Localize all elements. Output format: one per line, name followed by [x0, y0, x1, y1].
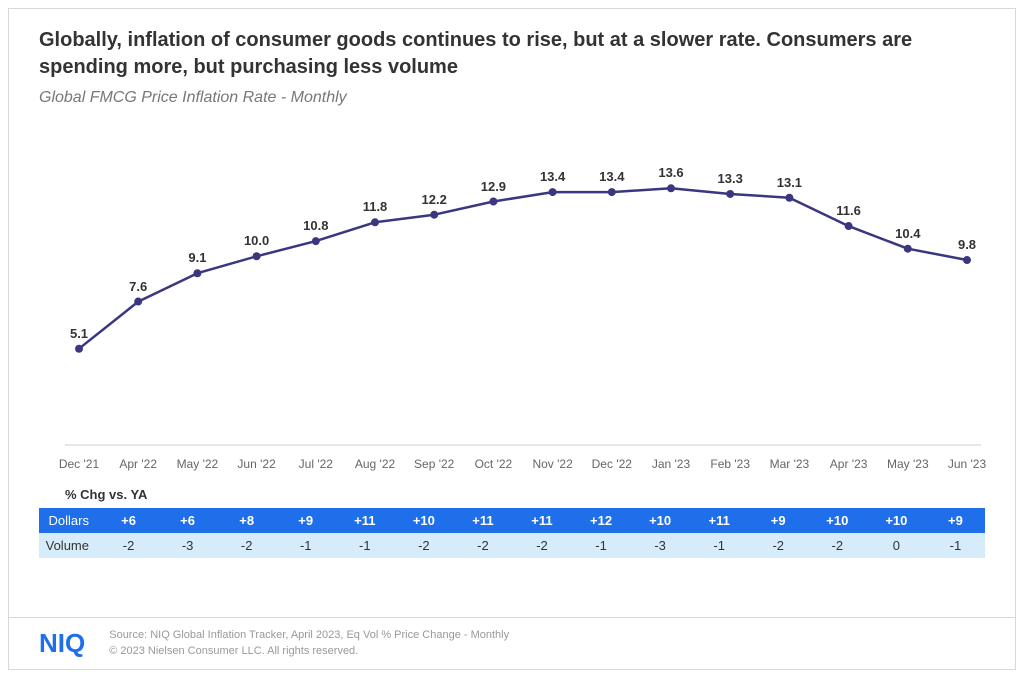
- x-tick-label: May '22: [177, 457, 219, 471]
- header: Globally, inflation of consumer goods co…: [9, 9, 1015, 113]
- table-cell: +11: [453, 508, 512, 533]
- x-tick-label: Oct '22: [475, 457, 513, 471]
- data-point-label: 10.0: [244, 233, 269, 248]
- table-cell: +6: [158, 508, 217, 533]
- table-cell: +10: [394, 508, 453, 533]
- table-cell: -2: [749, 533, 808, 558]
- table-cell: -2: [217, 533, 276, 558]
- line-chart: Dec '21Apr '22May '22Jun '22Jul '22Aug '…: [65, 133, 981, 473]
- footer-text: Source: NIQ Global Inflation Tracker, Ap…: [109, 628, 509, 659]
- table-cell: -1: [926, 533, 985, 558]
- table-cell: +8: [217, 508, 276, 533]
- copyright-line: © 2023 Nielsen Consumer LLC. All rights …: [109, 644, 509, 659]
- x-tick-label: Dec '22: [592, 457, 632, 471]
- comparison-table: % Chg vs. YA Dollars+6+6+8+9+11+10+11+11…: [39, 487, 985, 558]
- data-point-label: 12.9: [481, 179, 506, 194]
- data-point-label: 11.8: [363, 199, 388, 214]
- x-tick-label: Jan '23: [652, 457, 690, 471]
- table-cell: -1: [690, 533, 749, 558]
- table-row: Volume-2-3-2-1-1-2-2-2-1-3-1-2-20-1: [39, 533, 985, 558]
- table-cell: +9: [749, 508, 808, 533]
- x-tick-label: Apr '23: [830, 457, 868, 471]
- data-point-label: 9.1: [188, 250, 206, 265]
- x-tick-label: Apr '22: [119, 457, 157, 471]
- data-point-label: 5.1: [70, 326, 88, 341]
- x-tick-label: Jun '23: [948, 457, 986, 471]
- table-cell: +6: [99, 508, 158, 533]
- ya-table: Dollars+6+6+8+9+11+10+11+11+12+10+11+9+1…: [39, 508, 985, 558]
- data-point-label: 11.6: [836, 203, 861, 218]
- table-cell: 0: [867, 533, 926, 558]
- x-tick-label: Jul '22: [299, 457, 333, 471]
- chart-subtitle: Global FMCG Price Inflation Rate - Month…: [39, 89, 985, 107]
- row-label: Dollars: [39, 508, 99, 533]
- data-point-label: 12.2: [422, 192, 447, 207]
- x-tick-label: Nov '22: [532, 457, 572, 471]
- table-cell: -2: [512, 533, 571, 558]
- chart-title: Globally, inflation of consumer goods co…: [39, 27, 985, 81]
- table-cell: -2: [453, 533, 512, 558]
- table-cell: +11: [512, 508, 571, 533]
- table-cell: +9: [926, 508, 985, 533]
- row-label: Volume: [39, 533, 99, 558]
- data-point-label: 13.4: [599, 169, 624, 184]
- data-point-label: 7.6: [129, 279, 147, 294]
- table-cell: -1: [572, 533, 631, 558]
- x-tick-label: Sep '22: [414, 457, 454, 471]
- table-cell: +10: [631, 508, 690, 533]
- table-cell: -2: [808, 533, 867, 558]
- data-point-label: 13.3: [718, 171, 743, 186]
- x-tick-label: Aug '22: [355, 457, 395, 471]
- table-cell: +10: [867, 508, 926, 533]
- table-cell: +11: [335, 508, 394, 533]
- table-cell: +9: [276, 508, 335, 533]
- table-cell: -1: [335, 533, 394, 558]
- table-caption: % Chg vs. YA: [65, 487, 985, 502]
- x-tick-label: Feb '23: [710, 457, 750, 471]
- table-cell: -2: [99, 533, 158, 558]
- x-axis-labels: Dec '21Apr '22May '22Jun '22Jul '22Aug '…: [65, 457, 981, 477]
- table-cell: -2: [394, 533, 453, 558]
- chart-card: Globally, inflation of consumer goods co…: [8, 8, 1016, 670]
- data-point-label: 10.8: [303, 218, 328, 233]
- x-tick-label: Jun '22: [237, 457, 275, 471]
- table-cell: +12: [572, 508, 631, 533]
- footer: NIQ Source: NIQ Global Inflation Tracker…: [9, 617, 1015, 669]
- table-cell: +11: [690, 508, 749, 533]
- x-tick-label: Mar '23: [770, 457, 810, 471]
- x-tick-label: May '23: [887, 457, 929, 471]
- table-cell: -1: [276, 533, 335, 558]
- source-line: Source: NIQ Global Inflation Tracker, Ap…: [109, 628, 509, 643]
- table-row: Dollars+6+6+8+9+11+10+11+11+12+10+11+9+1…: [39, 508, 985, 533]
- x-tick-label: Dec '21: [59, 457, 99, 471]
- brand-logo: NIQ: [39, 628, 85, 659]
- table-cell: -3: [158, 533, 217, 558]
- data-point-label: 13.4: [540, 169, 565, 184]
- data-point-label: 9.8: [958, 237, 976, 252]
- data-point-label: 13.6: [658, 165, 683, 180]
- data-point-label: 13.1: [777, 175, 802, 190]
- table-cell: +10: [808, 508, 867, 533]
- table-cell: -3: [631, 533, 690, 558]
- line-chart-svg: [65, 133, 981, 473]
- data-point-label: 10.4: [895, 226, 920, 241]
